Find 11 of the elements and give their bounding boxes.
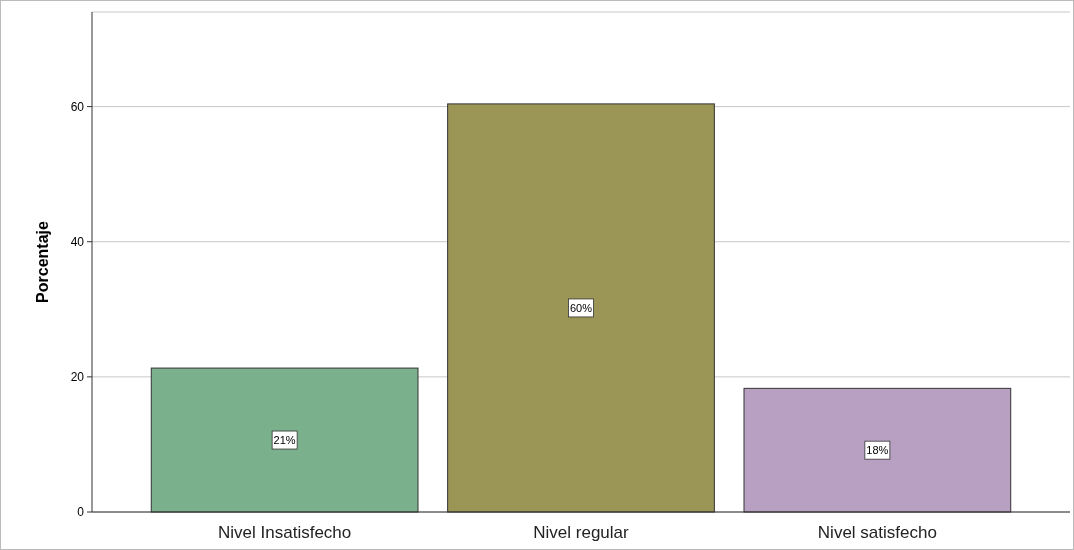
y-tick-label: 40 <box>70 234 85 249</box>
y-tick-label: 0 <box>77 505 85 519</box>
y-axis-title: Porcentaje <box>34 220 51 303</box>
x-tick-label: Nivel satisfecho <box>817 523 937 542</box>
y-tick-label: 20 <box>70 369 85 384</box>
y-tick-label: 60 <box>70 99 85 114</box>
x-tick-label: Nivel Insatisfecho <box>218 523 352 542</box>
data-label: 60% <box>569 301 593 314</box>
data-label: 18% <box>866 444 889 457</box>
data-label: 21% <box>273 434 296 447</box>
x-tick-label: Nivel regular <box>533 523 630 542</box>
